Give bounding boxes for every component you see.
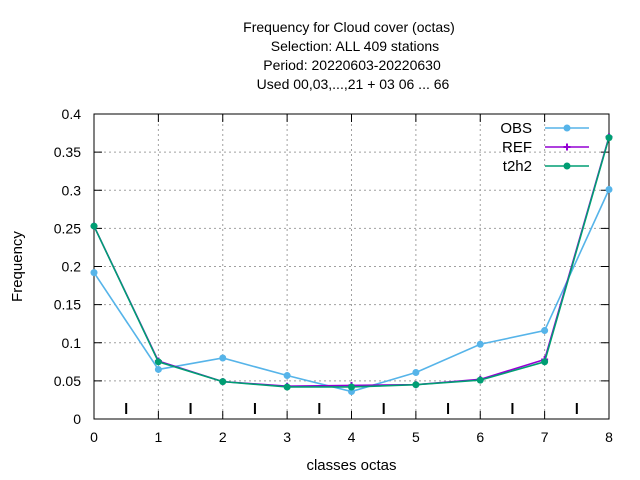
series-group [90, 133, 613, 396]
y-tick-label: 0.1 [62, 335, 82, 351]
x-tick-label: 0 [90, 429, 98, 445]
data-point [90, 222, 98, 230]
data-point [154, 365, 162, 373]
x-axis-ticks: 0 1 2 3 4 5 6 7 8 [90, 114, 613, 445]
data-point [90, 269, 98, 277]
minor-ticks [125, 403, 578, 414]
data-point [154, 358, 162, 366]
data-point [605, 134, 613, 142]
x-tick-label: 4 [348, 429, 356, 445]
data-point [605, 185, 613, 193]
data-point [283, 372, 291, 380]
x-tick-label: 7 [541, 429, 549, 445]
x-tick-label: 5 [412, 429, 420, 445]
y-tick-label: 0.05 [54, 373, 81, 389]
x-tick-label: 1 [154, 429, 162, 445]
grid-lines [94, 114, 609, 419]
legend-item-ref: REF [502, 139, 589, 156]
data-point [476, 376, 484, 384]
x-tick-label: 8 [605, 429, 613, 445]
x-axis-label: classes octas [306, 457, 396, 474]
series-ref [90, 133, 613, 390]
legend-label: OBS [500, 120, 532, 137]
title-line-1: Frequency for Cloud cover (octas) [243, 19, 455, 35]
x-tick-label: 2 [219, 429, 227, 445]
legend-marker [563, 162, 571, 170]
y-tick-label: 0.15 [54, 297, 81, 313]
data-point [348, 383, 355, 391]
x-tick-label: 3 [283, 429, 291, 445]
x-tick-label: 6 [476, 429, 484, 445]
y-tick-label: 0.35 [54, 144, 81, 160]
data-point [412, 368, 420, 376]
title-line-4: Used 00,03,...,21 + 03 06 ... 66 [257, 76, 450, 92]
legend-label: REF [502, 139, 532, 156]
legend-item-t2h2: t2h2 [503, 158, 589, 175]
data-point [412, 381, 420, 389]
y-tick-label: 0 [73, 411, 81, 427]
y-tick-label: 0.2 [62, 259, 82, 275]
series-obs [90, 185, 613, 396]
data-point [541, 358, 549, 366]
legend-item-obs: OBS [500, 120, 589, 137]
legend-marker [563, 124, 571, 132]
y-tick-label: 0.3 [62, 182, 82, 198]
y-axis-label: Frequency [9, 231, 26, 302]
y-axis-ticks: 0 0.05 0.1 0.15 0.2 0.25 0.3 0.35 0.4 [54, 106, 609, 427]
y-tick-label: 0.25 [54, 220, 81, 236]
legend-label: t2h2 [503, 158, 532, 175]
data-point [219, 378, 227, 386]
legend: OBS REF t2h2 [500, 120, 589, 175]
data-point [219, 354, 227, 362]
data-point [283, 383, 291, 391]
y-tick-label: 0.4 [62, 106, 82, 122]
legend-marker [563, 143, 571, 151]
title-line-3: Period: 20220603-20220630 [263, 57, 441, 73]
title-line-2: Selection: ALL 409 stations [271, 38, 439, 54]
chart-title: Frequency for Cloud cover (octas) Select… [243, 19, 455, 92]
data-point [541, 327, 549, 335]
series-t2h2 [90, 134, 613, 391]
data-point [476, 340, 484, 348]
